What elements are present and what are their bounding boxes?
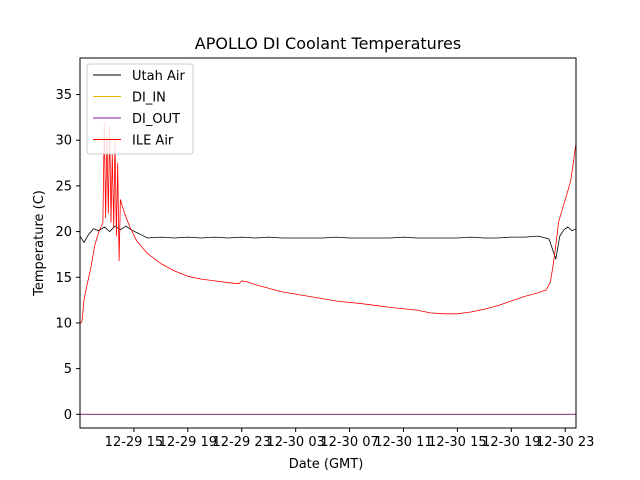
y-tick-label: 25 xyxy=(55,179,72,194)
x-tick-label: 12-30 03 xyxy=(266,435,324,450)
x-tick-label: 12-30 19 xyxy=(482,435,540,450)
y-tick-label: 20 xyxy=(55,225,72,240)
x-tick-label: 12-30 23 xyxy=(536,435,594,450)
x-tick-label: 12-29 23 xyxy=(213,435,271,450)
y-tick-label: 10 xyxy=(55,316,72,331)
y-tick-label: 30 xyxy=(55,134,72,149)
x-axis-label: Date (GMT) xyxy=(289,457,364,472)
x-tick-label: 12-30 11 xyxy=(374,435,432,450)
x-tick-label: 12-30 07 xyxy=(320,435,378,450)
legend-label: DI_IN xyxy=(132,91,166,106)
y-tick-label: 0 xyxy=(64,408,72,423)
plot-frame xyxy=(79,57,577,429)
legend-label: DI_OUT xyxy=(132,112,180,127)
y-tick-label: 35 xyxy=(55,88,72,103)
y-tick-label: 15 xyxy=(55,271,72,286)
legend-box xyxy=(86,63,194,155)
y-axis: 0 5 10 15 20 25 30 35 xyxy=(55,88,80,423)
y-axis-label: Temperature (C) xyxy=(32,190,47,297)
y-tick-label: 5 xyxy=(64,362,72,377)
x-tick-label: 12-30 15 xyxy=(428,435,486,450)
x-tick-label: 12-29 19 xyxy=(159,435,217,450)
x-tick-label: 12-29 15 xyxy=(105,435,163,450)
legend-label: Utah Air xyxy=(132,69,185,84)
legend: Utah Air DI_IN DI_OUT ILE Air xyxy=(86,63,194,155)
series-line-utah-air xyxy=(79,225,577,260)
legend-label: ILE Air xyxy=(132,134,174,149)
chart-title: APOLLO DI Coolant Temperatures xyxy=(195,34,461,53)
